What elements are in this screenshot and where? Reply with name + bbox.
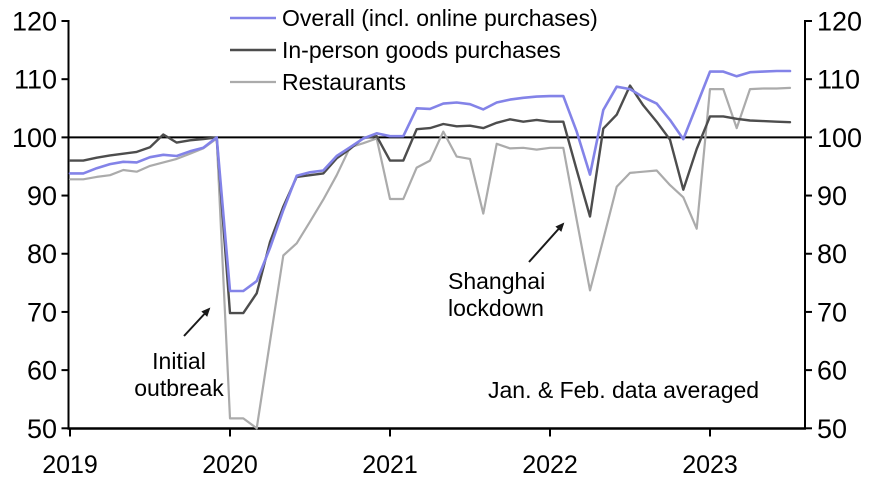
y-tick-label-left: 100	[12, 123, 57, 153]
legend-label-in-person: In-person goods purchases	[282, 37, 561, 63]
x-tick-label: 2021	[362, 451, 418, 479]
y-tick-label-right: 90	[817, 181, 847, 211]
series-line-restaurants	[68, 86, 792, 430]
y-tick-label-left: 120	[12, 6, 57, 36]
series-line-overall	[68, 69, 792, 293]
initial-outbreak-line1: Initial	[152, 348, 206, 374]
series-line-in-person	[68, 84, 792, 315]
axes: 120 120 110 110 100 100 90 90 80 80 70 70 60 60 50 50 20…	[12, 6, 862, 478]
y-tick-label-left: 70	[27, 297, 57, 327]
shanghai-lockdown-arrow	[528, 222, 565, 263]
y-tick-label-left: 80	[27, 239, 57, 269]
x-tick-label: 2023	[682, 451, 738, 479]
y-tick-label-right: 70	[817, 297, 847, 327]
y-tick-label-right: 60	[817, 356, 847, 386]
x-tick-label: 2020	[202, 451, 258, 479]
legend: Overall (incl. online purchases) In-pers…	[230, 5, 598, 95]
y-tick-label-right: 80	[817, 239, 847, 269]
series-lines	[68, 69, 792, 430]
x-tick-label: 2019	[42, 451, 98, 479]
y-tick-label-left: 110	[14, 65, 57, 95]
chart-footnote: Jan. & Feb. data averaged	[488, 377, 759, 403]
y-tick-label-right: 110	[817, 65, 860, 95]
annotation-initial-outbreak: Initial outbreak	[134, 307, 224, 401]
shanghai-lockdown-line2: lockdown	[448, 295, 544, 321]
initial-outbreak-arrow	[183, 307, 211, 337]
y-tick-label-left: 60	[27, 356, 57, 386]
y-tick-label-right: 50	[817, 414, 847, 444]
legend-label-restaurants: Restaurants	[282, 69, 406, 95]
shanghai-lockdown-line1: Shanghai	[448, 268, 545, 294]
x-tick-label: 2022	[522, 451, 578, 479]
initial-outbreak-line2: outbreak	[134, 375, 224, 401]
y-tick-label-right: 120	[817, 6, 862, 36]
y-tick-label-right: 100	[817, 123, 862, 153]
y-tick-label-left: 50	[27, 414, 57, 444]
annotation-shanghai-lockdown: Shanghai lockdown	[448, 222, 565, 321]
legend-label-overall: Overall (incl. online purchases)	[282, 5, 598, 31]
y-tick-label-left: 90	[27, 181, 57, 211]
